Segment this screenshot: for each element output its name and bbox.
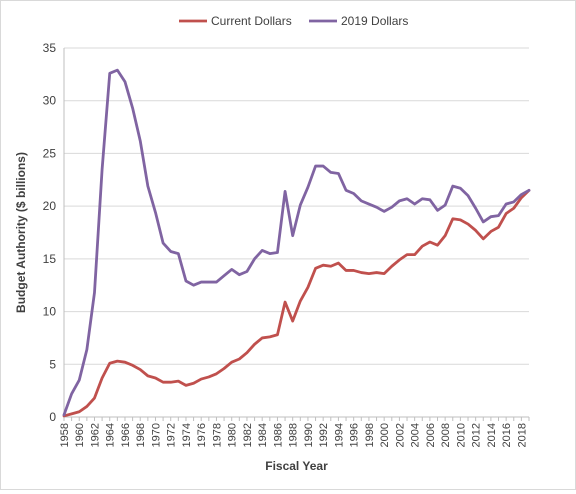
y-tick-label: 25 — [43, 146, 57, 160]
x-tick-label: 1964 — [105, 423, 117, 447]
x-tick-label: 1970 — [150, 423, 162, 447]
y-axis-title: Budget Authority ($ billions) — [14, 152, 28, 313]
x-tick-label: 2004 — [410, 423, 422, 447]
x-tick-label: 2012 — [471, 423, 483, 447]
legend-label: 2019 Dollars — [341, 14, 408, 28]
x-tick-label: 1978 — [211, 423, 223, 447]
y-tick-label: 15 — [43, 252, 57, 266]
x-tick-label: 1960 — [74, 423, 86, 447]
x-tick-label: 2000 — [379, 423, 391, 447]
gridlines — [64, 47, 529, 365]
legend: Current Dollars 2019 Dollars — [179, 14, 408, 28]
series-line-2019-dollars — [62, 68, 531, 417]
x-tick-label: 1958 — [59, 423, 71, 447]
x-tick-label: 2018 — [516, 423, 528, 447]
x-tick-label: 2014 — [486, 423, 498, 447]
x-tick-label: 1966 — [120, 423, 132, 447]
x-tick-label: 2006 — [425, 423, 437, 447]
x-tick-label: 1976 — [196, 423, 208, 447]
x-tick-label: 1994 — [333, 423, 345, 447]
x-tick-label: 2010 — [455, 423, 467, 447]
y-tick-label: 20 — [43, 199, 57, 213]
axes — [63, 48, 530, 421]
x-tick-label: 1972 — [166, 423, 178, 447]
y-tick-label: 5 — [49, 357, 56, 371]
x-tick-label: 1998 — [364, 423, 376, 447]
y-tick-label: 35 — [43, 41, 57, 55]
x-tick-label: 1974 — [181, 423, 193, 447]
y-tick-label: 10 — [43, 305, 57, 319]
y-tick-label: 0 — [49, 410, 56, 424]
x-axis-title: Fiscal Year — [265, 459, 328, 473]
x-tick-label: 2002 — [394, 423, 406, 447]
x-tick-label: 2016 — [501, 423, 513, 447]
legend-label: Current Dollars — [211, 14, 292, 28]
series-lines — [62, 68, 531, 418]
x-tick-label: 1980 — [227, 423, 239, 447]
x-tick-label: 1996 — [349, 423, 361, 447]
x-tick-label: 1982 — [242, 423, 254, 447]
x-tick-label: 1988 — [288, 423, 300, 447]
series-line-current-dollars — [62, 188, 531, 418]
x-tick-label: 2008 — [440, 423, 452, 447]
x-tick-label: 1992 — [318, 423, 330, 447]
x-tick-label: 1968 — [135, 423, 147, 447]
x-tick-label: 1962 — [89, 423, 101, 447]
y-tick-label: 30 — [43, 94, 57, 108]
x-tick-label: 1984 — [257, 423, 269, 447]
x-tick-label: 1990 — [303, 423, 315, 447]
x-tick-label: 1986 — [272, 423, 284, 447]
